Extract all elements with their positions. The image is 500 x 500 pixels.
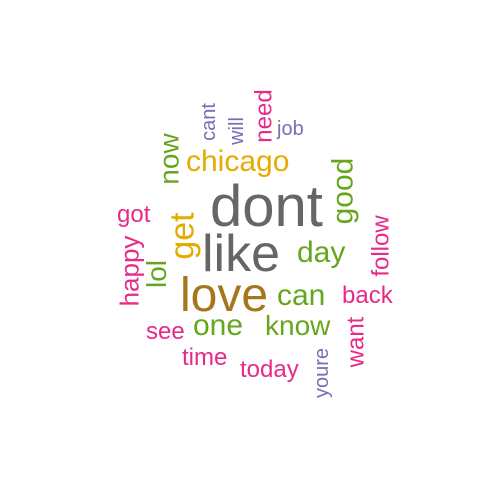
- word-lol: lol: [141, 259, 173, 289]
- word-job: job: [277, 118, 304, 140]
- word-dont: dont: [210, 174, 323, 239]
- word-good: good: [326, 157, 360, 225]
- word-want: want: [342, 316, 370, 368]
- word-know: know: [265, 310, 331, 341]
- word-now: now: [153, 133, 185, 185]
- word-time: time: [182, 344, 228, 371]
- word-back: back: [342, 282, 393, 309]
- word-youre: youre: [311, 347, 334, 399]
- word-love: love: [180, 269, 269, 322]
- word-can: can: [277, 279, 326, 312]
- word-need: need: [250, 89, 278, 143]
- word-see: see: [146, 318, 185, 345]
- word-chicago: chicago: [186, 145, 290, 178]
- word-today: today: [240, 356, 299, 383]
- word-like: like: [202, 225, 281, 283]
- word-follow: follow: [367, 215, 395, 277]
- word-cant: cant: [197, 103, 220, 141]
- word-one: one: [193, 309, 244, 342]
- word-will: will: [225, 117, 248, 145]
- word-get: get: [163, 212, 202, 260]
- word-day: day: [297, 236, 346, 269]
- word-happy: happy: [114, 235, 145, 307]
- word-got: got: [117, 201, 151, 228]
